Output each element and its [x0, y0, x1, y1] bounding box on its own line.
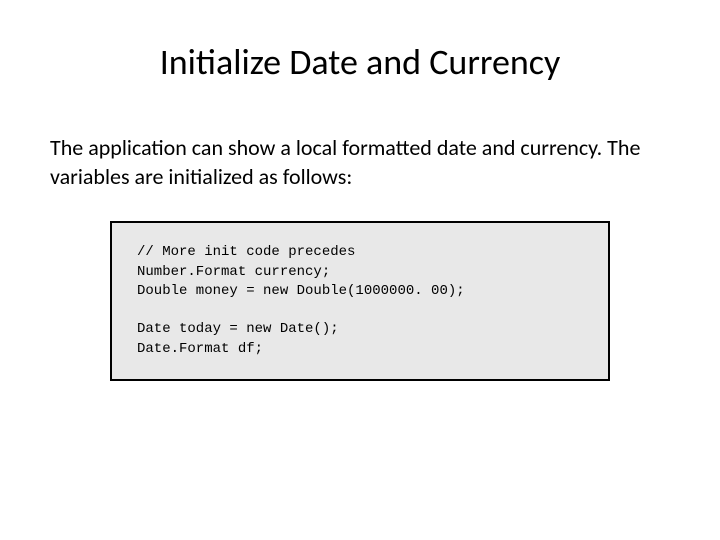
body-paragraph: The application can show a local formatt… — [50, 134, 670, 191]
code-line: Date.Format df; — [137, 340, 583, 360]
code-line: Date today = new Date(); — [137, 320, 583, 340]
code-line: Double money = new Double(1000000. 00); — [137, 282, 583, 302]
slide-title: Initialize Date and Currency — [50, 40, 670, 84]
code-block: // More init code precedes Number.Format… — [110, 221, 610, 381]
code-blank-line — [137, 302, 583, 320]
code-line: Number.Format currency; — [137, 263, 583, 283]
code-line: // More init code precedes — [137, 243, 583, 263]
